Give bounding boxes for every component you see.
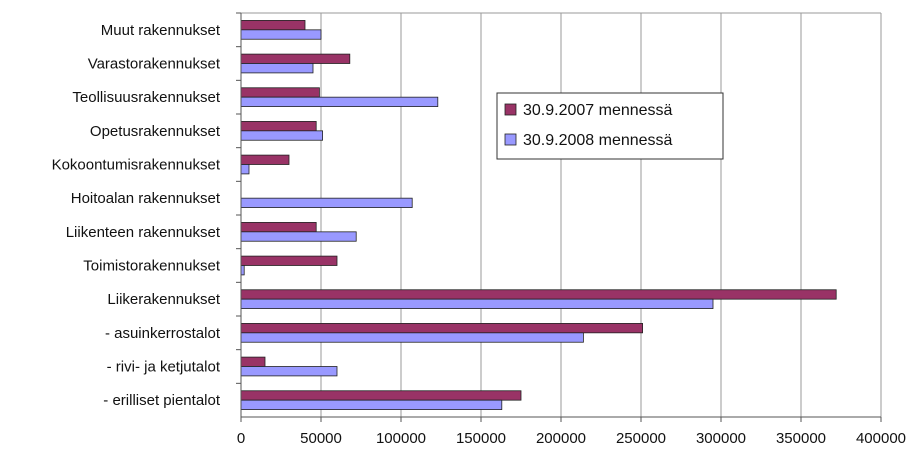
category-label: Liikenteen rakennukset [66,224,221,241]
bar-2007 [240,289,837,300]
legend-label-2007: 30.9.2007 mennessä [523,102,673,119]
bar-2008 [240,96,439,107]
bars [240,20,837,410]
category-label: Muut rakennukset [101,22,221,39]
x-tick-label: 350000 [776,430,826,447]
x-tick-label: 150000 [456,430,506,447]
category-label: Opetusrakennukset [90,123,221,140]
category-label: Teollisuusrakennukset [72,89,220,106]
bar-2008 [240,63,314,74]
legend-label-2008: 30.9.2008 mennessä [523,132,673,149]
x-tick-label: 100000 [376,430,426,447]
legend-swatch-2007 [504,103,517,116]
legend-swatch-2008 [504,133,517,146]
bar-2007 [240,121,317,132]
bar-2008 [240,130,323,141]
category-label: - rivi- ja ketjutalot [107,359,221,376]
bar-2007 [240,154,290,165]
bar-2007 [240,323,644,334]
bar-2008 [240,164,250,175]
bar-2007 [240,356,266,367]
bar-2008 [240,298,714,309]
x-tick-label: 300000 [696,430,746,447]
category-label: Liikerakennukset [107,291,220,308]
category-label: - erilliset pientalot [103,392,221,409]
x-tick-label: 400000 [856,430,906,447]
category-label: - asuinkerrostalot [105,325,221,342]
category-label: Kokoontumisrakennukset [52,157,221,174]
bar-2008 [240,399,503,410]
bar-2008 [240,197,413,208]
x-tick-label: 50000 [300,430,342,447]
bar-2008 [240,231,357,242]
gridlines [236,12,882,422]
bar-2007 [240,87,320,98]
legend: 30.9.2007 mennessä 30.9.2008 mennessä [496,92,724,160]
category-labels: Muut rakennukset Varastorakennukset Teolli… [52,22,221,409]
bar-2007 [240,390,522,401]
bar-2008 [240,332,584,343]
category-label: Varastorakennukset [88,56,221,73]
x-axis-tick-labels: 0 50000 100000 150000 200000 250000 300000 3500… [237,430,906,447]
category-label: Toimistorakennukset [83,258,221,275]
x-tick-label: 250000 [616,430,666,447]
bar-2007 [240,53,351,64]
bar-2007 [240,222,317,233]
x-tick-label: 200000 [536,430,586,447]
x-tick-label: 0 [237,430,245,447]
category-label: Hoitoalan rakennukset [71,190,221,207]
bar-2008 [240,29,322,40]
bar-2007 [240,255,338,266]
bar-2007 [240,20,306,31]
bar-2008 [240,366,338,377]
legend-box [496,92,724,160]
